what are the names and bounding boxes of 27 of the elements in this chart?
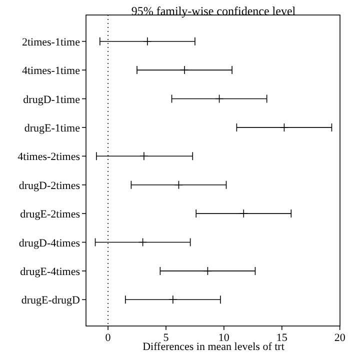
point (280, 123, 289, 132)
y-tick-label: drugE-drugD (21, 294, 80, 307)
x-tick-label: 20 (334, 332, 346, 344)
point (180, 66, 189, 74)
point (214, 94, 224, 104)
x-axis-title: Differences in mean levels of trt (142, 341, 284, 353)
x-tick-label: 15 (276, 332, 288, 344)
point (203, 266, 212, 276)
y-tick-label: drugE-2times (20, 208, 80, 221)
y-tick-label: drugE-4times (20, 266, 80, 278)
x-tick-label: 5 (163, 332, 170, 344)
chart-title: 95% family-wise confidence level (131, 4, 296, 18)
point (174, 180, 184, 190)
y-tick-label: 2times-1time (22, 36, 80, 48)
point (143, 36, 152, 46)
y-tick-label: drugD-1time (23, 94, 80, 106)
point (138, 238, 148, 247)
x-tick-label: 0 (105, 332, 112, 344)
point (168, 295, 178, 304)
y-tick-label: 4times-2times (18, 151, 80, 164)
y-tick-label: drugE-1time (24, 122, 80, 134)
point (239, 209, 248, 218)
x-tick-label: 10 (218, 332, 230, 344)
y-tick-label: 4times-1time (22, 65, 80, 78)
y-tick-label: drugD-2times (18, 180, 80, 192)
point (140, 152, 148, 161)
y-tick-label: drugD-4times (18, 237, 80, 250)
